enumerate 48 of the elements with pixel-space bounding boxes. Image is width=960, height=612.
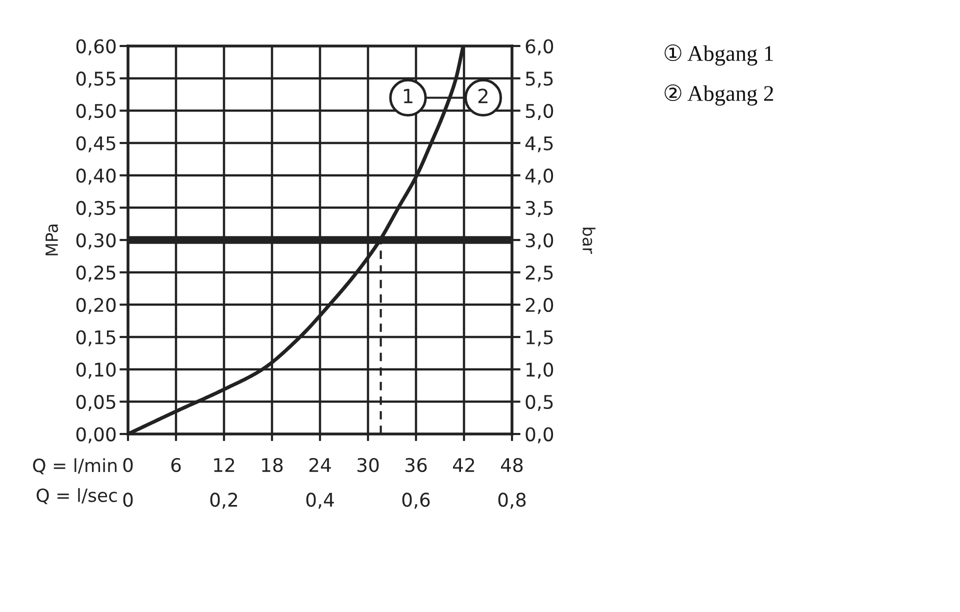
x2-tick-label: 0,2 <box>210 492 238 509</box>
y-tick-label: 0,15 <box>76 330 116 346</box>
y-axis-title: MPa <box>46 224 58 256</box>
y2-tick-label: 2,5 <box>526 266 553 282</box>
y-tick-label: 0,45 <box>76 136 116 152</box>
y2-tick-label: 2,0 <box>526 298 554 314</box>
annotation: 1 <box>404 88 412 104</box>
x-tick-label: 48 <box>500 458 523 472</box>
x-tick-label: 24 <box>309 458 331 472</box>
y2-tick-label: 3,0 <box>526 233 554 250</box>
annotation: 2 <box>478 88 488 104</box>
y2-tick-label: 4,5 <box>525 136 553 152</box>
y-tick-label: 0,35 <box>76 200 116 217</box>
x2-tick-label: 0,6 <box>402 492 430 509</box>
x-tick-label: 6 <box>171 458 181 472</box>
y2-tick-label: 6,0 <box>526 39 554 56</box>
y-tick-label: 0,50 <box>76 104 116 120</box>
y-tick-label: 0,05 <box>76 394 116 411</box>
x2-tick-label: 0,4 <box>306 492 334 509</box>
y-tick-label: 0,20 <box>76 298 116 314</box>
x-tick-label: 36 <box>406 458 427 472</box>
y2-tick-label: 3,5 <box>526 200 553 217</box>
y2-tick-label: 0,0 <box>526 427 554 444</box>
x-tick-label: 42 <box>452 458 474 472</box>
y2-tick-label: 4,0 <box>525 168 554 185</box>
x-tick-label: 30 <box>358 458 379 472</box>
y2-tick-label: 1,0 <box>526 362 554 379</box>
x2-tick-label: 0 <box>123 492 133 507</box>
y-tick-label: 0,60 <box>76 39 116 56</box>
y2-axis-title: bar <box>582 228 596 254</box>
y-tick-label: 0,30 <box>76 233 116 250</box>
x-tick-label: 12 <box>214 458 234 472</box>
y2-tick-label: 0,5 <box>526 394 553 411</box>
y-tick-label: 0,25 <box>76 266 116 282</box>
y2-tick-label: 5,0 <box>526 104 554 120</box>
text: ② Abgang 2 <box>664 84 774 106</box>
x-axis-title: Q = l/min <box>33 458 116 474</box>
y-tick-label: 0,40 <box>76 168 116 185</box>
y-tick-label: 0,55 <box>76 72 116 88</box>
x-tick-label: 0 <box>123 458 133 472</box>
y2-tick-label: 5,5 <box>526 72 553 88</box>
text: ① Abgang 1 <box>664 44 773 66</box>
y-tick-label: 0,00 <box>76 427 116 444</box>
x2-axis-title: Q = l/sec <box>36 488 117 504</box>
y-tick-label: 0,10 <box>76 362 116 379</box>
x2-tick-label: 0,8 <box>498 492 526 509</box>
y2-tick-label: 1,5 <box>526 330 553 346</box>
x-tick-label: 18 <box>262 458 283 472</box>
